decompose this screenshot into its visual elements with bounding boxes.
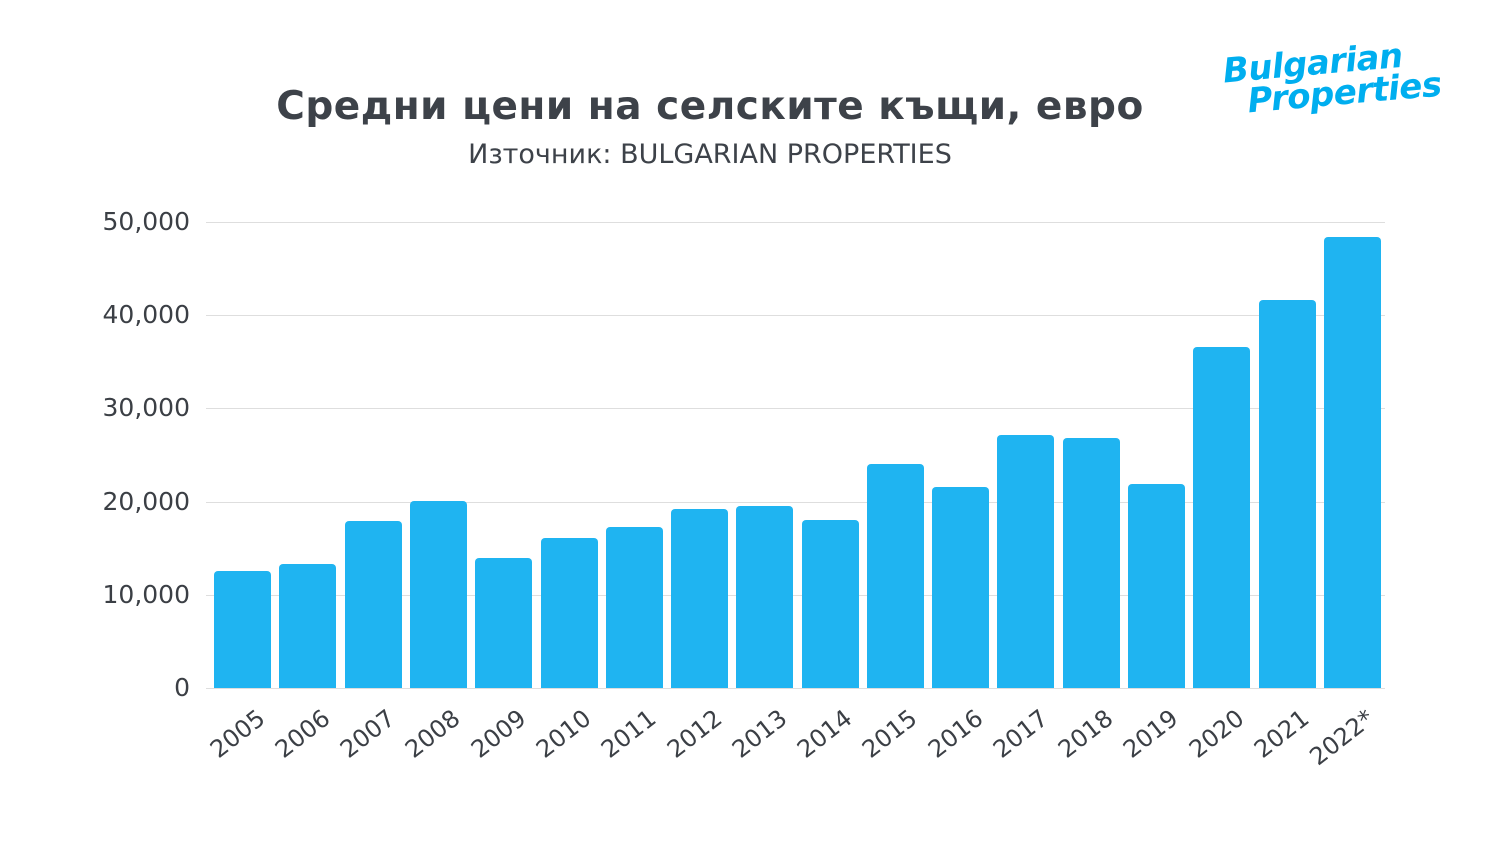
x-axis-tick-label: 2011 — [596, 704, 662, 764]
x-axis-tick-label: 2015 — [857, 704, 923, 764]
bar-2006 — [279, 564, 337, 688]
bar-2015 — [866, 464, 924, 688]
x-axis-tick-label: 2007 — [335, 704, 401, 764]
bar-2010 — [540, 537, 598, 688]
x-axis-tick-label: 2008 — [400, 704, 466, 764]
gridline — [206, 315, 1385, 317]
y-axis-tick-label: 0 — [174, 673, 190, 702]
y-axis-tick-label: 30,000 — [102, 393, 190, 423]
bar-2009 — [475, 558, 533, 688]
bar-2016 — [932, 486, 990, 688]
x-axis-tick-label: 2014 — [792, 704, 858, 764]
x-axis-tick-label: 2006 — [269, 704, 336, 764]
x-axis-tick-label: 2012 — [661, 704, 727, 764]
bar-2011 — [605, 526, 663, 688]
plot-area: 0 10,000 20,000 30,000 40,000 50,000 2005 2006 2… — [103, 207, 1385, 771]
gridline — [206, 501, 1385, 503]
x-axis-tick-label: 2010 — [530, 704, 597, 764]
bar-2019 — [1128, 483, 1186, 688]
y-axis-tick-label: 10,000 — [102, 579, 190, 609]
bar-2018 — [1062, 438, 1120, 688]
x-axis-tick-label: 2021 — [1248, 704, 1315, 764]
y-axis-tick-label: 40,000 — [102, 300, 190, 330]
bar-2012 — [671, 509, 729, 688]
chart-title: Средни цени на селските къщи, евро — [276, 84, 1144, 129]
gridline — [206, 222, 1385, 223]
x-axis-tick-label: 2005 — [204, 704, 270, 764]
x-axis-tick-label: 2018 — [1053, 704, 1119, 764]
bar-2014 — [801, 520, 859, 688]
x-axis-tick-label: 2009 — [465, 704, 531, 764]
x-axis-tick-label: 2013 — [726, 704, 793, 764]
bar-2017 — [997, 434, 1055, 688]
bar-2020 — [1193, 346, 1251, 688]
bar-2008 — [409, 500, 467, 688]
gridline — [206, 688, 1385, 689]
y-axis-tick-label: 20,000 — [102, 486, 190, 516]
bar-2007 — [344, 521, 402, 688]
x-axis-tick-label: 2017 — [987, 704, 1054, 764]
gridline — [206, 408, 1385, 410]
x-axis-tick-label: 2022* — [1304, 704, 1380, 772]
bar-2005 — [214, 570, 272, 688]
gridline — [206, 594, 1385, 596]
x-axis-tick-label: 2020 — [1183, 704, 1250, 764]
y-axis-tick-label: 50,000 — [102, 207, 190, 236]
x-axis-tick-label: 2016 — [922, 704, 988, 764]
bar-2022* — [1323, 236, 1381, 688]
chart-header: Средни цени на селските къщи, евро Източ… — [0, 84, 1420, 170]
x-axis-tick-label: 2019 — [1118, 704, 1184, 764]
chart-subtitle: Източник: BULGARIAN PROPERTIES — [468, 139, 952, 170]
bar-2013 — [736, 506, 794, 688]
bar-2021 — [1258, 300, 1316, 688]
